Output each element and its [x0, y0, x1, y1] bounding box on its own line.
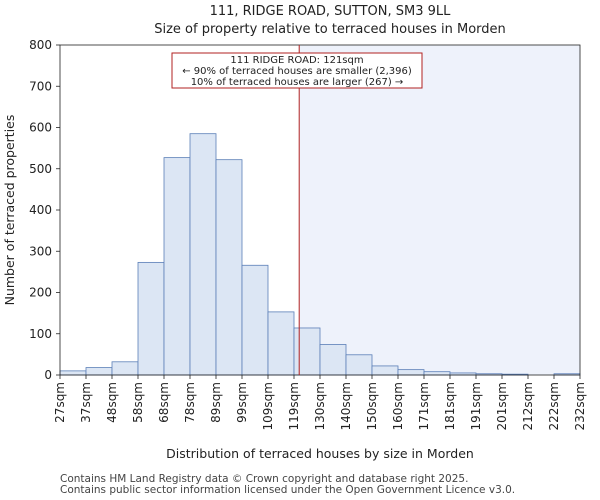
histogram-bar: [215, 159, 243, 376]
annotation-line-3: 10% of terraced houses are larger (267) …: [191, 77, 404, 88]
x-tick-label: 78sqm: [183, 382, 197, 423]
y-tick-label: 400: [29, 203, 52, 217]
x-tick-label: 58sqm: [131, 382, 145, 423]
x-tick-label: 160sqm: [391, 382, 405, 430]
x-tick-label: 191sqm: [469, 382, 483, 430]
annotation-line-2: ← 90% of terraced houses are smaller (2,…: [182, 66, 412, 77]
histogram-bar: [111, 361, 139, 376]
histogram-bar: [397, 369, 425, 376]
histogram-chart: 111, RIDGE ROAD, SUTTON, SM3 9LL Size of…: [2, 4, 587, 461]
y-tick-label: 800: [29, 38, 52, 52]
histogram-bar: [85, 367, 113, 376]
x-tick-label: 201sqm: [495, 382, 509, 430]
x-tick-label: 48sqm: [105, 382, 119, 423]
x-tick-label: 212sqm: [521, 382, 535, 430]
x-tick-label: 181sqm: [443, 382, 457, 430]
chart-title: 111, RIDGE ROAD, SUTTON, SM3 9LL: [210, 4, 452, 19]
annotation-line-1: 111 RIDGE ROAD: 121sqm: [230, 55, 363, 66]
x-axis-label: Distribution of terraced houses by size …: [166, 446, 474, 461]
x-tick-label: 119sqm: [287, 382, 301, 430]
histogram-bar: [293, 327, 321, 376]
x-tick-label: 130sqm: [313, 382, 327, 430]
footer-licence: Contains public sector information licen…: [60, 484, 516, 496]
annotation-box: [171, 52, 423, 89]
x-tick-label: 37sqm: [79, 382, 93, 423]
y-tick-label: 300: [29, 244, 52, 258]
chart-subtitle: Size of property relative to terraced ho…: [154, 22, 506, 37]
y-tick-label: 200: [29, 286, 52, 300]
histogram-bar: [371, 365, 399, 376]
x-tick-label: 140sqm: [339, 382, 353, 430]
x-tick-label: 150sqm: [365, 382, 379, 430]
histogram-bar: [345, 354, 373, 376]
y-tick-label: 500: [29, 162, 52, 176]
histogram-bar: [163, 157, 191, 376]
x-tick-label: 222sqm: [547, 382, 561, 430]
x-tick-label: 99sqm: [235, 382, 249, 423]
histogram-bar: [137, 261, 165, 376]
histogram-bar: [59, 370, 87, 376]
histogram-bar: [241, 264, 269, 376]
y-tick-label: 0: [44, 368, 52, 382]
footer-copyright: Contains HM Land Registry data © Crown c…: [60, 473, 469, 485]
y-tick-label: 700: [29, 79, 52, 93]
x-tick-label: 27sqm: [53, 382, 67, 423]
x-tick-label: 171sqm: [417, 382, 431, 430]
histogram-bar: [423, 371, 451, 376]
y-tick-label: 100: [29, 327, 52, 341]
histogram-bar: [319, 344, 347, 376]
x-tick-label: 89sqm: [209, 382, 223, 423]
histogram-bar: [267, 311, 295, 376]
y-tick-label: 600: [29, 121, 52, 135]
x-tick-label: 109sqm: [261, 382, 275, 430]
larger-region-highlight: [299, 45, 580, 375]
y-axis-label: Number of terraced properties: [2, 115, 17, 306]
x-tick-label: 68sqm: [157, 382, 171, 423]
histogram-bar: [189, 133, 217, 376]
x-tick-label: 232sqm: [573, 382, 587, 430]
